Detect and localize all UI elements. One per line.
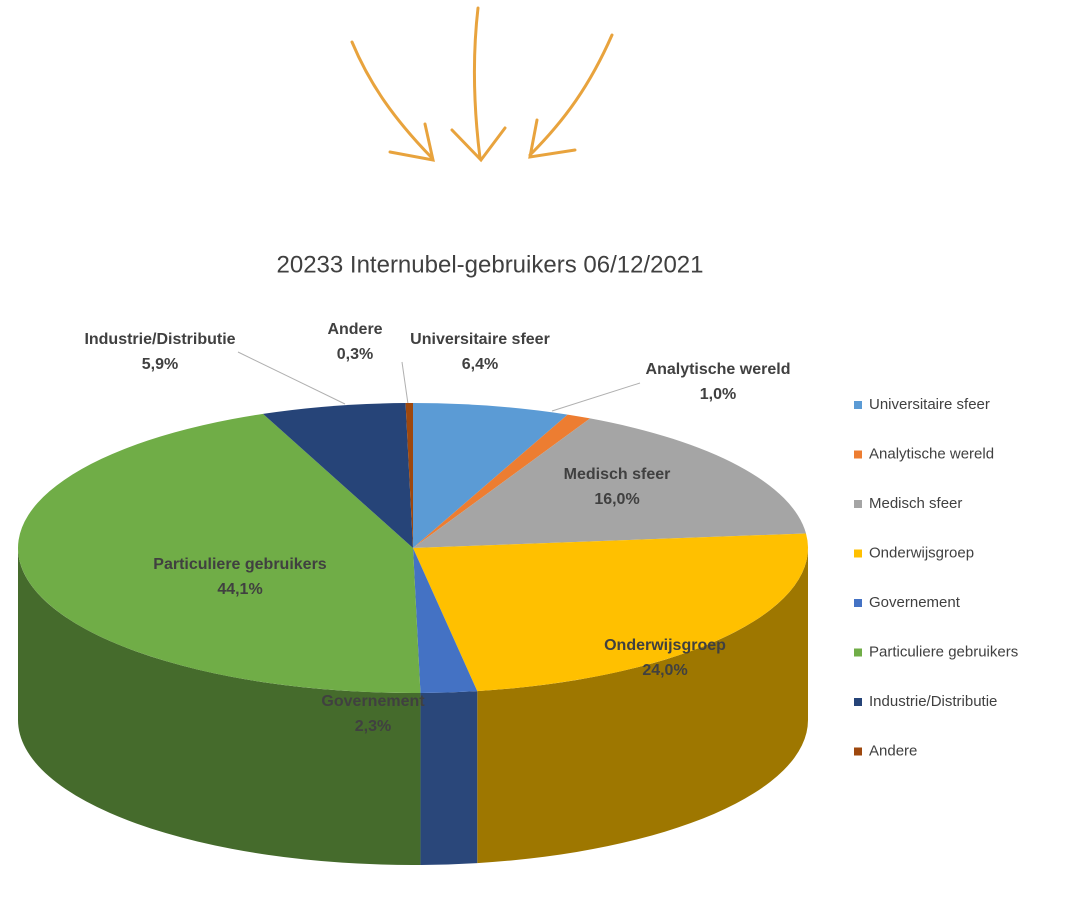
legend-label: Particuliere gebruikers — [869, 643, 1018, 660]
data-label-value: 0,3% — [337, 346, 373, 363]
data-label-name: Particuliere gebruikers — [153, 556, 327, 573]
data-label-name: Medisch sfeer — [564, 466, 671, 483]
legend-label: Industrie/Distributie — [869, 693, 997, 710]
arrow-middle — [474, 8, 480, 158]
legend-label: Medisch sfeer — [869, 495, 962, 512]
arrow-left — [352, 42, 432, 158]
data-label-value: 24,0% — [642, 662, 687, 679]
legend-swatch — [854, 401, 862, 409]
legend-label: Analytische wereld — [869, 445, 994, 462]
data-label-value: 16,0% — [594, 491, 639, 508]
legend-label: Andere — [869, 742, 917, 759]
data-label-name: Universitaire sfeer — [410, 331, 550, 348]
arrow-right-head — [530, 120, 575, 157]
data-label-name: Onderwijsgroep — [604, 637, 726, 654]
legend-swatch — [854, 451, 862, 459]
legend-swatch — [854, 748, 862, 756]
legend-swatch — [854, 500, 862, 508]
decorative-arrows — [352, 8, 612, 160]
data-label-value: 6,4% — [462, 356, 498, 373]
data-label-name: Analytische wereld — [646, 361, 791, 378]
data-label-value: 5,9% — [142, 356, 178, 373]
arrow-right — [530, 35, 612, 155]
leader-line — [238, 352, 345, 404]
leader-lines — [238, 352, 640, 411]
legend-swatch — [854, 649, 862, 657]
legend-swatch — [854, 698, 862, 706]
chart: 20233 Internubel-gebruikers 06/12/2021 U… — [0, 0, 1078, 896]
legend-label: Governement — [869, 594, 961, 611]
leader-line — [402, 362, 408, 404]
slice-side — [420, 691, 477, 865]
data-label-value: 1,0% — [700, 386, 736, 403]
legend-label: Onderwijsgroep — [869, 544, 974, 561]
data-label-name: Industrie/Distributie — [84, 331, 235, 348]
data-label-name: Governement — [321, 693, 425, 710]
data-label-value: 2,3% — [355, 718, 391, 735]
chart-title: 20233 Internubel-gebruikers 06/12/2021 — [277, 251, 704, 278]
arrow-left-head — [390, 124, 433, 160]
data-label-name: Andere — [327, 321, 382, 338]
legend-label: Universitaire sfeer — [869, 396, 990, 413]
leader-line — [552, 383, 640, 411]
data-label-value: 44,1% — [217, 581, 262, 598]
legend-swatch — [854, 550, 862, 558]
legend-swatch — [854, 599, 862, 607]
